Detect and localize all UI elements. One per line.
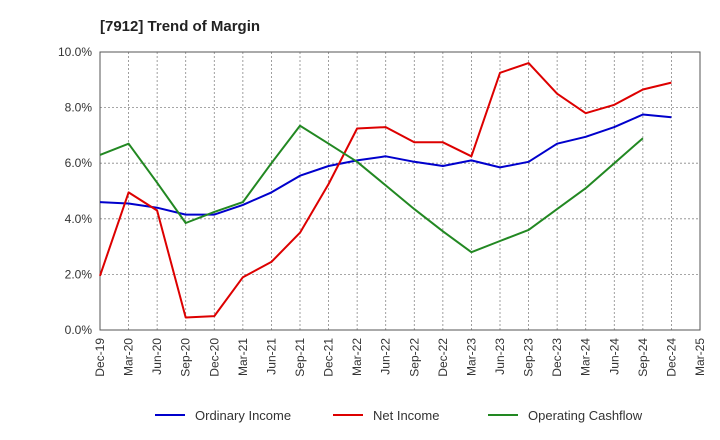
x-tick-label: Sep-23 <box>522 338 536 377</box>
x-tick-label: Sep-22 <box>407 338 421 377</box>
series-lines <box>99 62 672 319</box>
series-line <box>99 124 644 254</box>
plot-area-frame <box>99 51 701 331</box>
x-tick-label: Mar-21 <box>236 338 250 376</box>
x-tick-label: Sep-24 <box>636 338 650 377</box>
y-tick-label: 4.0% <box>65 212 93 226</box>
x-axis: Dec-19 Mar-20 Jun-20 Sep-20 Dec-20 Mar-21 Jun-… <box>93 338 707 377</box>
y-tick-label: 8.0% <box>65 101 93 115</box>
series-line <box>99 62 672 319</box>
x-tick-label: Dec-24 <box>664 338 678 377</box>
x-tick-label: Dec-21 <box>322 338 336 377</box>
x-tick-label: Jun-20 <box>150 338 164 375</box>
y-tick-label: 6.0% <box>65 156 93 170</box>
x-tick-label: Mar-24 <box>579 338 593 376</box>
x-tick-label: Mar-20 <box>122 338 136 376</box>
y-tick-label: 0.0% <box>65 323 93 337</box>
x-tick-label: Jun-24 <box>607 338 621 375</box>
x-tick-label: Jun-21 <box>264 338 278 375</box>
grid <box>99 51 701 331</box>
x-tick-label: Dec-20 <box>207 338 221 377</box>
chart-title: [7912] Trend of Margin <box>100 18 260 35</box>
x-tick-label: Dec-19 <box>93 338 107 377</box>
x-tick-label: Mar-25 <box>693 338 707 376</box>
legend-label: Ordinary Income <box>195 408 291 423</box>
legend-label: Operating Cashflow <box>528 408 643 423</box>
x-tick-label: Dec-23 <box>550 338 564 377</box>
x-tick-label: Dec-22 <box>436 338 450 377</box>
x-tick-label: Mar-23 <box>464 338 478 376</box>
x-tick-label: Sep-20 <box>179 338 193 377</box>
x-tick-label: Jun-23 <box>493 338 507 375</box>
y-axis: 0.0% 2.0% 4.0% 6.0% 8.0% 10.0% <box>58 45 92 337</box>
y-tick-label: 2.0% <box>65 267 93 281</box>
x-tick-label: Sep-21 <box>293 338 307 377</box>
legend-label: Net Income <box>373 408 439 423</box>
series-line <box>99 113 672 216</box>
legend: Ordinary Income Net Income Operating Cashf… <box>155 408 643 423</box>
y-tick-label: 10.0% <box>58 45 92 59</box>
x-tick-label: Mar-22 <box>350 338 364 376</box>
x-tick-label: Jun-22 <box>379 338 393 375</box>
